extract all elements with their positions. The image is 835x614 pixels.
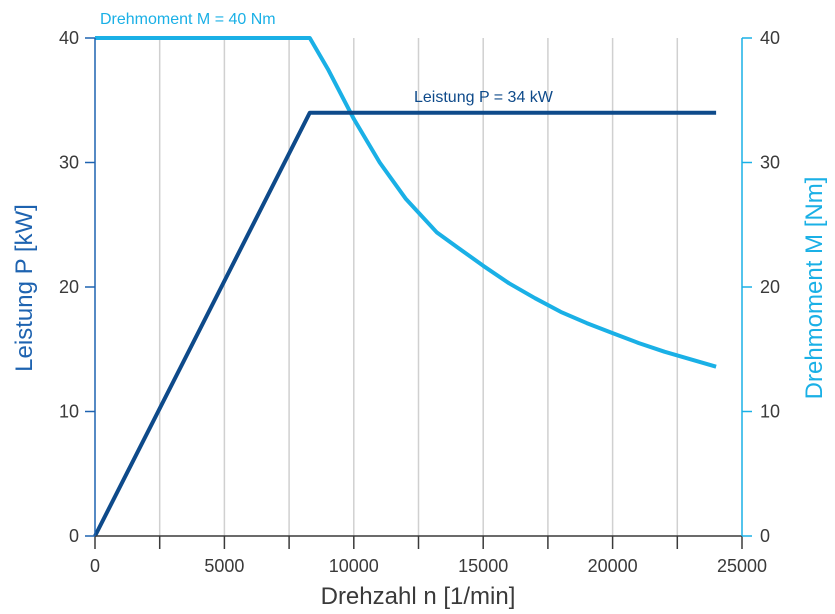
- torque-annotation: Drehmoment M = 40 Nm: [100, 11, 276, 28]
- y-left-tick-label: 40: [59, 28, 79, 48]
- series-layer: [93, 36, 717, 537]
- y-left-tick-label: 0: [69, 526, 79, 546]
- y-left-tick-label: 10: [59, 402, 79, 422]
- y-left-tick-label: 30: [59, 153, 79, 173]
- y-right-tick-label: 0: [760, 526, 770, 546]
- x-tick-label: 15000: [458, 556, 508, 576]
- power-annotation: Leistung P = 34 kW: [414, 89, 554, 106]
- x-tick-label: 10000: [329, 556, 379, 576]
- x-axis-title: Drehzahl n [1/min]: [321, 583, 516, 610]
- y-right-tick-label: 30: [760, 153, 780, 173]
- y-left-axis-title: Leistung P [kW]: [11, 204, 38, 372]
- y-left-tick-label: 20: [59, 277, 79, 297]
- y-right-axis-title: Drehmoment M [Nm]: [801, 177, 828, 400]
- torque-line: [95, 36, 717, 369]
- y-right-tick-label: 20: [760, 277, 780, 297]
- x-tick-label: 5000: [204, 556, 244, 576]
- axes: [85, 37, 752, 549]
- y-right-tick-label: 10: [760, 402, 780, 422]
- power-line: [93, 110, 717, 537]
- labels: Drehmoment M = 40 Nm Leistung P = 34 kW …: [11, 11, 828, 610]
- x-tick-label: 25000: [717, 556, 767, 576]
- x-tick-label: 20000: [588, 556, 638, 576]
- x-tick-label: 0: [90, 556, 100, 576]
- y-right-tick-label: 40: [760, 28, 780, 48]
